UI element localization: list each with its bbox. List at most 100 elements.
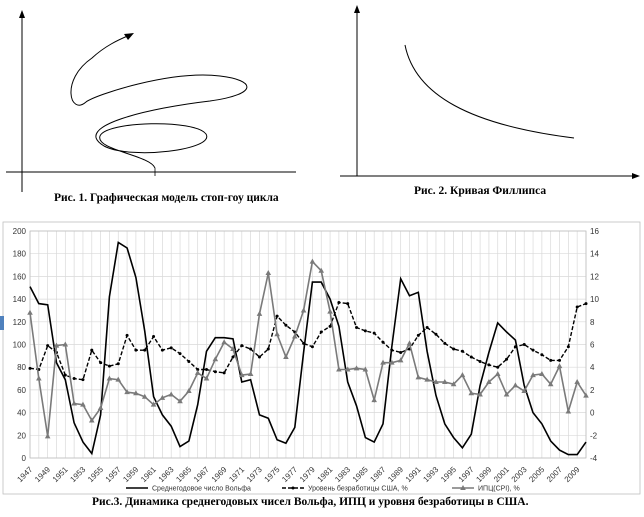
- cpi-point: [186, 388, 192, 394]
- cpi-point: [415, 374, 422, 380]
- unemployment-point: [355, 325, 359, 329]
- unemployment-point: [205, 367, 209, 371]
- series-1: [29, 241, 587, 456]
- unemployment-point: [125, 333, 129, 337]
- cpi-point: [397, 357, 404, 363]
- cpi-point: [168, 391, 175, 397]
- unemployment-point: [460, 349, 464, 353]
- cpi-point: [212, 356, 219, 362]
- cpi-point: [389, 359, 395, 365]
- unemployment-point: [319, 330, 323, 334]
- unemployment-point: [363, 329, 367, 333]
- y-right-tick-label: 0: [590, 409, 595, 418]
- series-line-unemployment: [29, 301, 587, 381]
- unemployment-point: [469, 355, 473, 359]
- cpi-point: [450, 381, 457, 387]
- fig3-legend: Среднегодовое число Вольфа Уровень безраб…: [126, 485, 520, 493]
- cpi-point: [441, 378, 448, 384]
- y-right-tick-label: 6: [590, 341, 595, 350]
- fig3-chart: 0 20 40 60 80 100 120 140 160 180 200 -4 -2 0 2 4 6 8 10 12…: [2, 221, 641, 495]
- unemployment-point: [90, 348, 94, 352]
- cpi-point: [512, 382, 519, 388]
- cpi-point: [27, 309, 33, 315]
- unemployment-point: [513, 345, 517, 349]
- cpi-point: [36, 375, 42, 381]
- cpi-point: [406, 340, 413, 346]
- y-right-tick-label: -4: [590, 454, 598, 463]
- cpi-point: [62, 341, 69, 347]
- unemployment-point: [540, 353, 544, 357]
- y-left-tick-label: 180: [13, 250, 27, 259]
- unemployment-point: [134, 348, 138, 352]
- series-2: [28, 301, 588, 382]
- y-left-tick-label: 40: [17, 409, 26, 418]
- cpi-point: [362, 366, 369, 372]
- unemployment-point: [443, 341, 447, 345]
- unemployment-point: [575, 305, 579, 309]
- unemployment-point: [531, 348, 535, 352]
- fig2-x-arrow-icon: [632, 173, 640, 179]
- unemployment-point: [169, 346, 173, 350]
- y-left-tick-label: 80: [17, 363, 26, 372]
- cpi-point: [71, 400, 77, 406]
- y-left-tick-label: 20: [17, 431, 26, 440]
- cpi-point: [556, 363, 563, 369]
- unemployment-point: [302, 341, 306, 345]
- cpi-point: [353, 365, 360, 371]
- cpi-point: [291, 333, 298, 339]
- unemployment-point: [152, 335, 156, 339]
- fig3-series: [27, 241, 589, 456]
- cpi-point: [477, 391, 483, 397]
- cpi-point: [150, 401, 157, 407]
- edge-marker: [0, 316, 4, 330]
- cpi-point: [371, 397, 377, 403]
- cpi-point: [106, 375, 113, 381]
- plot-area: [29, 230, 587, 459]
- cpi-point: [133, 390, 139, 396]
- y-left-tick-label: 160: [13, 272, 27, 281]
- legend-label: ИПЦ(CPI), %: [478, 486, 520, 493]
- cpi-point: [503, 391, 510, 397]
- unemployment-point: [178, 352, 182, 356]
- unemployment-point: [372, 331, 376, 335]
- legend-item-3: ИПЦ(CPI), %: [452, 485, 520, 493]
- y-left-tick-label: 200: [13, 227, 27, 236]
- cpi-point: [53, 342, 60, 348]
- cpi-point: [344, 366, 351, 372]
- unemployment-point: [222, 371, 226, 375]
- unemployment-point: [187, 360, 191, 364]
- cpi-point: [318, 267, 325, 273]
- unemployment-point: [487, 363, 491, 367]
- unemployment-point: [46, 344, 50, 348]
- cpi-point: [141, 393, 148, 399]
- cpi-point: [539, 371, 545, 377]
- y-right-tick-label: 16: [590, 227, 599, 236]
- y-left-tick-label: 120: [13, 318, 27, 327]
- unemployment-point: [496, 365, 500, 369]
- cpi-point: [274, 331, 280, 337]
- series-line-cpi: [29, 259, 587, 437]
- cpi-point: [97, 405, 104, 411]
- unemployment-point: [63, 373, 67, 377]
- cpi-point: [194, 369, 201, 375]
- y-right-tick-label: -2: [590, 431, 598, 440]
- cpi-point: [336, 366, 342, 372]
- cpi-point: [468, 390, 475, 396]
- legend-marker: [291, 486, 295, 490]
- legend-label: Среднегодовое число Вольфа: [152, 486, 251, 493]
- fig1-spiral-arrow-icon: [124, 33, 134, 40]
- cpi-point: [459, 372, 466, 378]
- unemployment-point: [478, 360, 482, 364]
- cpi-point: [565, 408, 572, 414]
- unemployment-point: [99, 361, 103, 365]
- series-line-wolf: [29, 241, 587, 456]
- cpi-point: [327, 308, 333, 314]
- cpi-point: [115, 376, 122, 382]
- cpi-point: [88, 417, 95, 423]
- unemployment-point: [399, 350, 403, 354]
- y-right-tick-label: 10: [590, 295, 599, 304]
- y-left-tick-label: 140: [13, 295, 27, 304]
- fig2-diagram: [340, 5, 640, 179]
- cpi-point: [574, 378, 580, 384]
- unemployment-point: [337, 301, 341, 305]
